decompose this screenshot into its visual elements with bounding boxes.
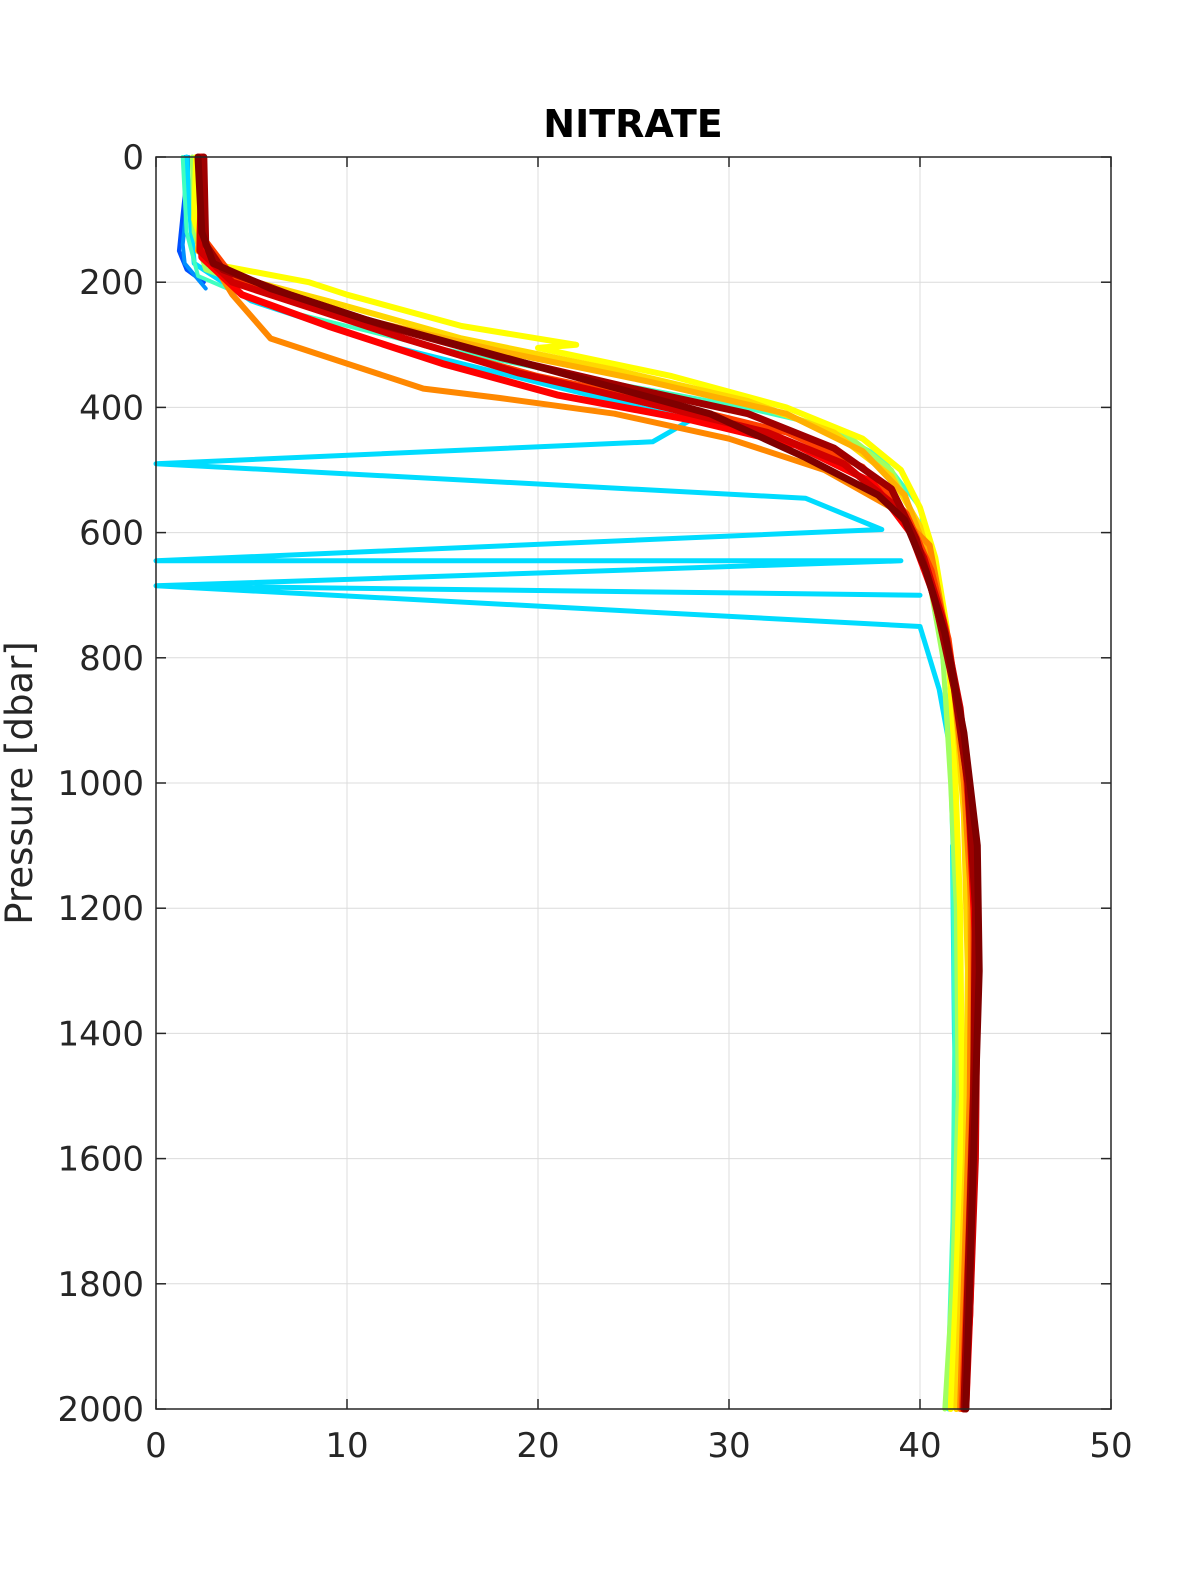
y-tick-label: 1600 [57,1140,144,1180]
x-tick-label: 40 [898,1426,941,1466]
y-tick-label: 1200 [57,889,144,929]
x-tick-label: 30 [707,1426,750,1466]
y-tick-label: 1000 [57,764,144,804]
y-tick-label: 1400 [57,1014,144,1054]
y-tick-label: 400 [79,388,144,428]
y-tick-label: 1800 [57,1265,144,1305]
y-tick-label: 2000 [57,1390,144,1430]
profile-line-7 [196,154,971,1412]
x-tick-label: 10 [325,1426,368,1466]
x-tick-label: 20 [516,1426,559,1466]
y-tick-labels: 0 200 400 600 800 1000 1200 1400 1600 1800 2000 [57,138,144,1430]
y-tick-label: 200 [79,263,144,303]
y-tick-label: 800 [79,639,144,679]
data-series [153,153,983,1413]
x-tick-labels: 0 10 20 30 40 50 [145,1426,1132,1466]
profile-line-14 [194,153,983,1413]
y-tick-label: 600 [79,514,144,554]
profile-line-6 [191,154,965,1412]
x-tick-label: 0 [145,1426,167,1466]
y-axis-label: Pressure [dbar] [0,641,41,924]
x-tick-label: 50 [1089,1426,1132,1466]
tick-marks [155,156,1112,1410]
chart-title: NITRATE [543,102,722,146]
y-tick-label: 0 [122,138,144,178]
